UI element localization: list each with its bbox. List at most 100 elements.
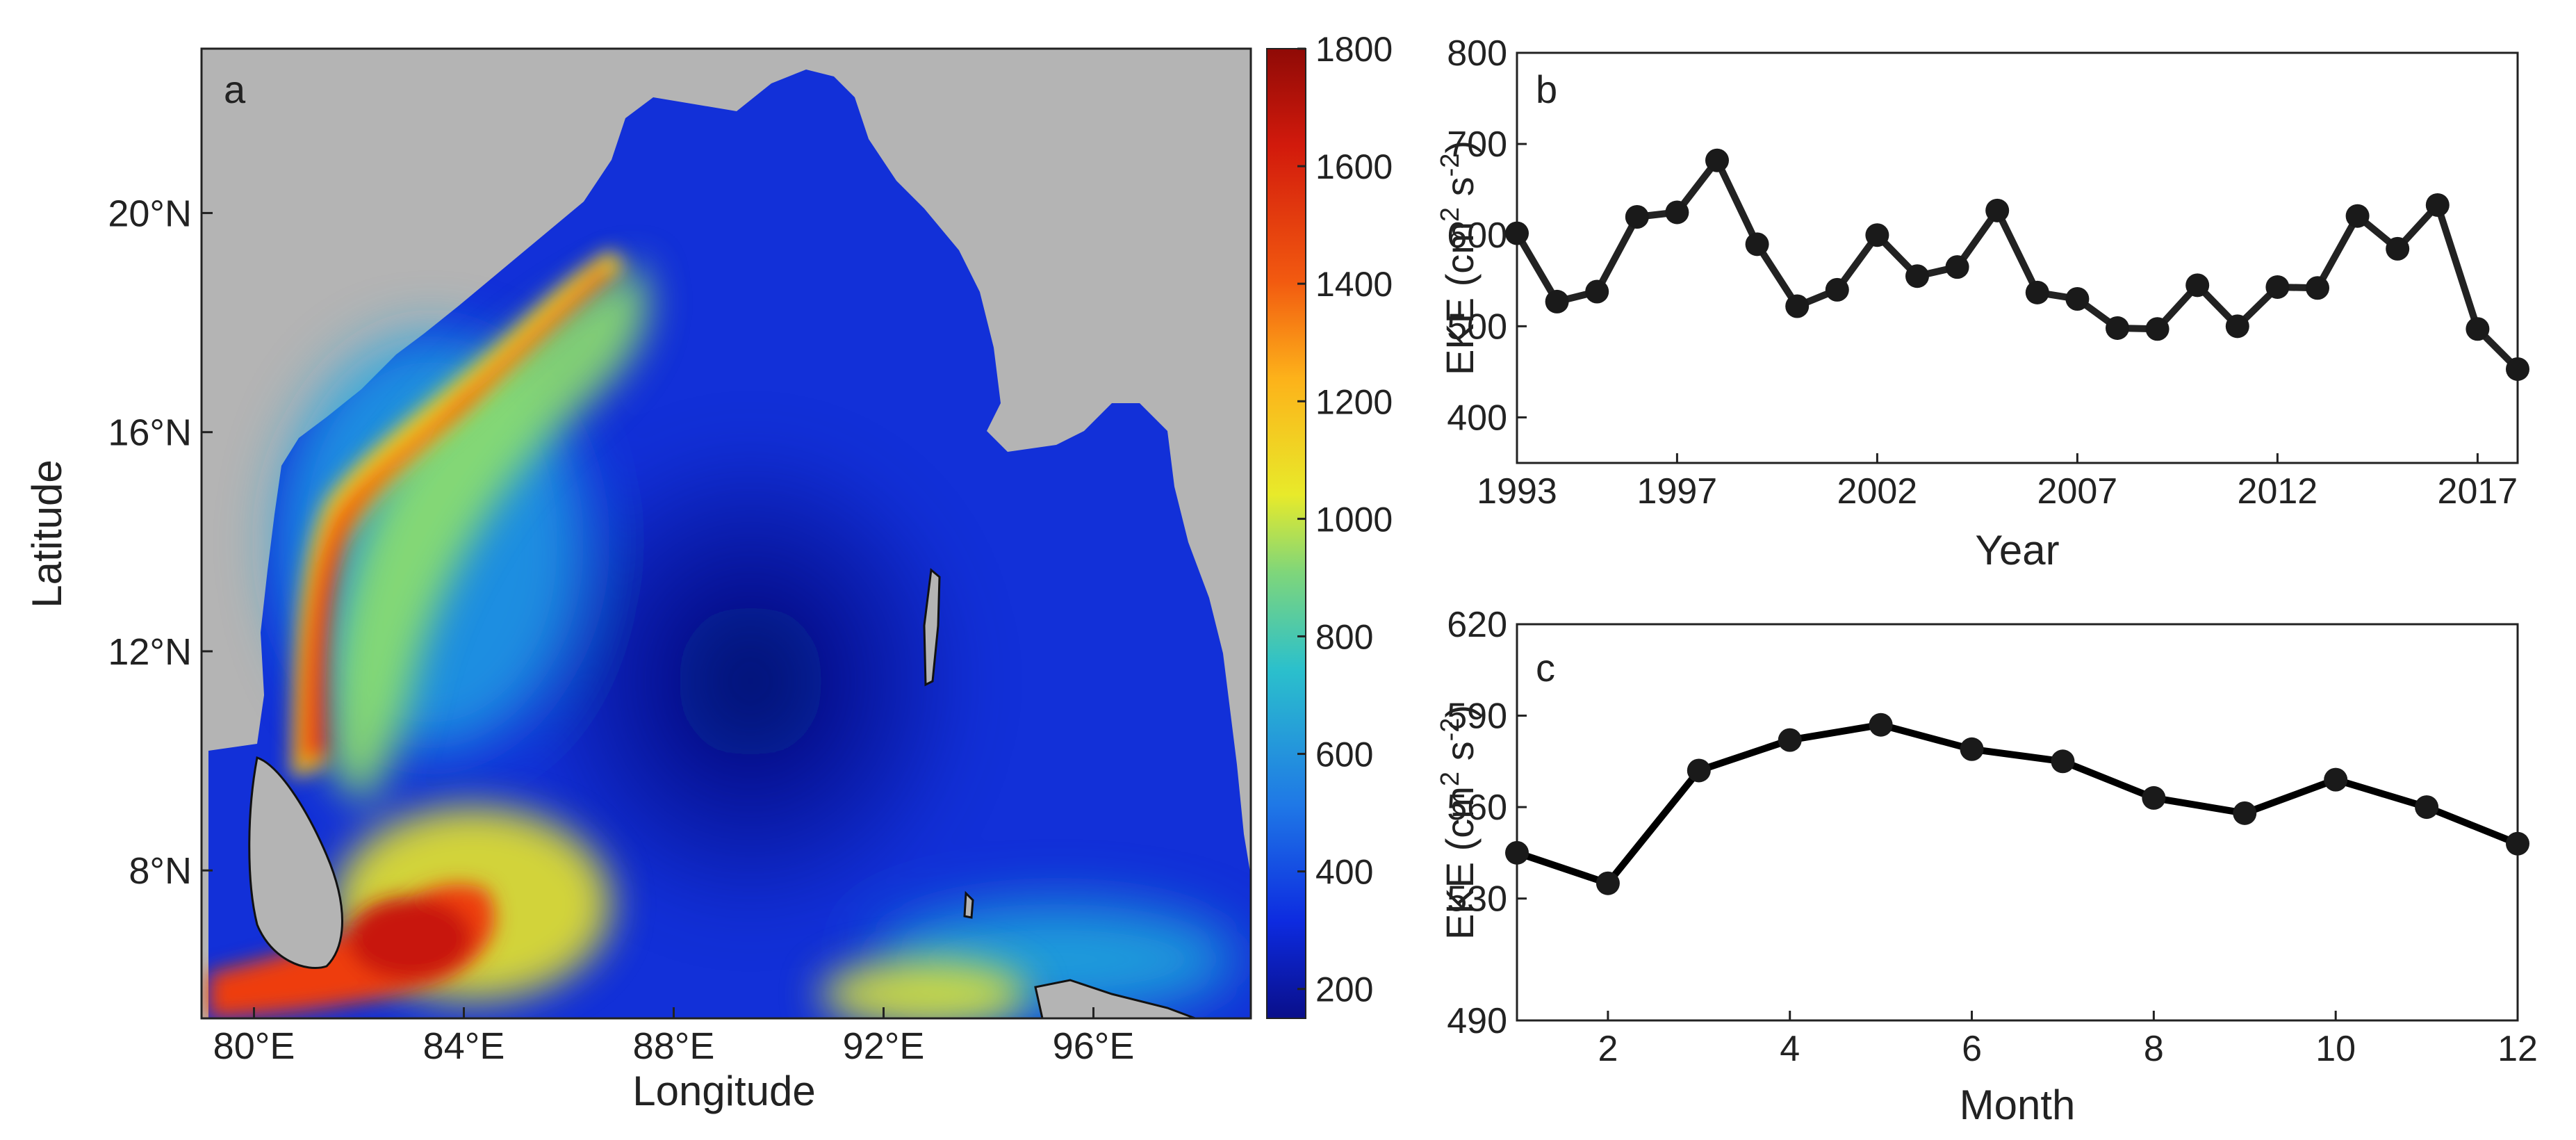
panel-c-ylabel-end: ) [1438, 705, 1482, 718]
panel-b-point-1996 [1625, 205, 1649, 229]
colorbar-tick-label-1: 1600 [1315, 147, 1393, 186]
panel-c-ylabel-main: EKE (cm [1438, 786, 1482, 940]
panel-b-point-2004 [1945, 255, 1969, 279]
map-x-axis-label: Longitude [632, 1068, 816, 1114]
colorbar-tick-label-3: 1200 [1315, 382, 1393, 421]
panel-b-ylabel-main: EKE (cm [1438, 222, 1482, 375]
panel-b-y-axis-label: EKE (cm2 s-2) [1436, 140, 1482, 375]
panel-b-point-2010 [2185, 273, 2210, 298]
panel-b-point-2018 [2506, 357, 2529, 381]
panel-b-ylabel-end: ) [1438, 140, 1482, 154]
colorbar-tick-label-2: 1400 [1315, 265, 1393, 304]
panel-c-point-6 [1960, 737, 1984, 761]
panel-b-y-tick-label-4: 800 [1447, 33, 1507, 74]
panel-b-point-2002 [1865, 223, 1889, 247]
panel-c-y-axis-label: EKE (cm2 s-2) [1436, 705, 1482, 940]
panel-b-point-2008 [2106, 316, 2129, 340]
panel-b-point-2001 [1825, 277, 1849, 302]
panel-b-y-tick-label-3: 700 [1447, 124, 1507, 165]
panel-b-point-2012 [2265, 275, 2290, 299]
map-x-tick-label-4: 96°E [1053, 1025, 1135, 1067]
panel-b-point-2016 [2425, 193, 2450, 217]
panel-b-point-2017 [2466, 317, 2490, 341]
panel-c-x-tick-label-2: 6 [1962, 1029, 1982, 1069]
panel-b-x-axis-label: Year [1975, 527, 2059, 573]
map-x-ticks: 80°E 84°E 88°E 92°E 96°E [213, 1007, 1135, 1067]
panel-c-ticks: 2 4 6 8 10 12 490 530 560 590 620 [1447, 605, 2538, 1069]
panel-b-point-1998 [1705, 148, 1729, 172]
panel-b-point-2009 [2145, 317, 2169, 341]
colorbar-ticks: 1800 1600 1400 1200 1000 800 600 400 200 [1297, 30, 1393, 1009]
panel-b-point-2003 [1905, 264, 1929, 288]
sumatra-land [1034, 979, 1196, 1018]
panel-c-point-4 [1778, 728, 1802, 752]
map-x-tick-label-1: 84°E [423, 1025, 505, 1067]
sri-lanka-land [248, 756, 343, 969]
panel-c-point-11 [2415, 795, 2439, 820]
panel-b-point-2015 [2386, 236, 2410, 261]
map-x-tick-label-0: 80°E [213, 1025, 295, 1067]
panel-b-x-tick-label-1: 1997 [1637, 471, 1718, 512]
panel-c-y-tick-label-0: 490 [1447, 1001, 1507, 1041]
panel-c-point-10 [2324, 767, 2348, 792]
panel-b-point-2007 [2065, 287, 2090, 311]
panel-c-y-tick-label-4: 620 [1447, 605, 1507, 645]
panel-c-point-2 [1595, 871, 1620, 895]
land-masses [248, 568, 1196, 1018]
colorbar: 1800 1600 1400 1200 1000 800 600 400 200 [1266, 30, 1393, 1019]
panel-b-x-tick-label-0: 1993 [1477, 471, 1557, 512]
panel-c-x-tick-label-0: 2 [1598, 1029, 1618, 1069]
panel-b-x-tick-label-4: 2012 [2238, 471, 2318, 512]
panel-b-annual-eke: b 1993 1997 2002 2007 2012 2017 400 500 600 700 80… [1436, 33, 2529, 573]
panel-c-y-tick-label-2: 560 [1447, 788, 1507, 828]
panel-b-y-tick-label-2: 600 [1447, 215, 1507, 256]
panel-b-point-2000 [1785, 294, 1810, 318]
colorbar-tick-label-7: 400 [1315, 853, 1373, 892]
andaman-islands-land [923, 568, 941, 687]
map-y-axis-label: Latitude [24, 459, 70, 608]
panel-b-markers [1505, 148, 2529, 381]
map-x-tick-label-2: 88°E [633, 1025, 715, 1067]
colorbar-tick-label-8: 200 [1315, 970, 1373, 1009]
colorbar-tick-label-5: 800 [1315, 617, 1373, 656]
colorbar-ramp [1266, 48, 1306, 1019]
panel-c-label: c [1536, 646, 1555, 690]
panel-c-x-tick-label-5: 12 [2497, 1029, 2538, 1069]
map-y-tick-label-0: 8°N [129, 850, 192, 892]
panel-c-ylabel-sup2: -2 [1436, 718, 1465, 742]
panel-c-series-line [1516, 721, 2519, 887]
map-y-tick-label-1: 12°N [108, 631, 192, 673]
panel-c-y-tick-label-3: 590 [1447, 697, 1507, 737]
map-y-tick-label-2: 16°N [108, 412, 192, 454]
panel-b-label: b [1536, 67, 1557, 111]
panel-c-point-12 [2506, 831, 2529, 856]
panel-c-x-axis-label: Month [1960, 1082, 2076, 1128]
panel-b-x-tick-label-3: 2007 [2037, 471, 2118, 512]
panel-b-ylabel-sup1: 2 [1436, 207, 1465, 222]
panel-c-x-tick-label-3: 8 [2144, 1029, 2164, 1069]
panel-c-x-tick-label-4: 10 [2315, 1029, 2356, 1069]
panel-b-point-2014 [2345, 204, 2370, 228]
panel-b-point-1999 [1745, 232, 1769, 256]
panel-c-ylabel-mid: s [1438, 741, 1482, 772]
panel-b-ylabel-sup2: -2 [1436, 154, 1465, 177]
panel-c-ylabel-sup1: 2 [1436, 772, 1465, 786]
panel-b-ylabel-mid: s [1438, 177, 1482, 207]
colorbar-tick-label-0: 1800 [1315, 30, 1393, 69]
panel-b-ticks: 1993 1997 2002 2007 2012 2017 400 500 600 700 800 [1447, 33, 2518, 512]
map-x-tick-label-3: 92°E [843, 1025, 925, 1067]
panel-b-y-tick-label-0: 400 [1447, 398, 1507, 438]
panel-b-x-tick-label-2: 2002 [1837, 471, 1918, 512]
panel-c-point-3 [1687, 758, 1711, 783]
panel-c-point-9 [2233, 801, 2257, 825]
panel-b-point-2005 [1985, 198, 2010, 222]
panel-c-axes [1516, 623, 2519, 1022]
panel-b-point-1997 [1665, 200, 1689, 225]
panel-b-x-tick-label-5: 2017 [2438, 471, 2518, 512]
panel-c-point-7 [2051, 749, 2075, 774]
panel-b-point-2013 [2306, 276, 2329, 300]
map-y-ticks: 8°N 12°N 16°N 20°N [108, 193, 213, 892]
panel-b-point-2006 [2025, 280, 2049, 304]
